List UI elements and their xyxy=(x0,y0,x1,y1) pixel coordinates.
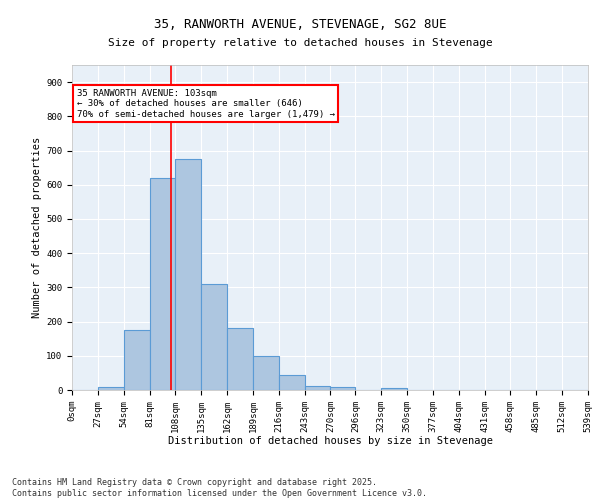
Bar xyxy=(279,376,305,390)
Bar xyxy=(305,386,331,390)
Bar xyxy=(331,386,355,390)
Bar xyxy=(253,356,279,390)
Y-axis label: Number of detached properties: Number of detached properties xyxy=(32,137,42,318)
Bar xyxy=(175,159,201,390)
X-axis label: Distribution of detached houses by size in Stevenage: Distribution of detached houses by size … xyxy=(167,436,493,446)
Text: Size of property relative to detached houses in Stevenage: Size of property relative to detached ho… xyxy=(107,38,493,48)
Bar xyxy=(201,284,227,390)
Bar xyxy=(227,328,253,390)
Text: 35, RANWORTH AVENUE, STEVENAGE, SG2 8UE: 35, RANWORTH AVENUE, STEVENAGE, SG2 8UE xyxy=(154,18,446,30)
Text: 35 RANWORTH AVENUE: 103sqm
← 30% of detached houses are smaller (646)
70% of sem: 35 RANWORTH AVENUE: 103sqm ← 30% of deta… xyxy=(77,89,335,118)
Bar xyxy=(149,178,175,390)
Bar xyxy=(381,388,407,390)
Bar xyxy=(124,330,149,390)
Text: Contains HM Land Registry data © Crown copyright and database right 2025.
Contai: Contains HM Land Registry data © Crown c… xyxy=(12,478,427,498)
Bar xyxy=(98,386,124,390)
